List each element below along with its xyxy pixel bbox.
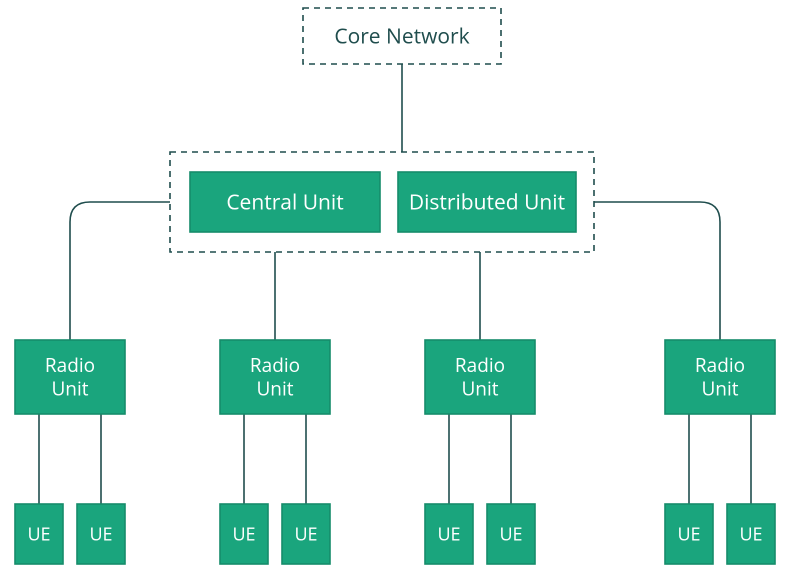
node-label: Central Unit <box>226 188 343 216</box>
node-label: RadioUnit <box>695 352 745 402</box>
node-du: Distributed Unit <box>398 172 576 232</box>
node-label: UE <box>232 522 255 546</box>
node-label: Core Network <box>334 22 469 50</box>
node-ue4b: UE <box>727 504 775 564</box>
node-ue1b: UE <box>77 504 125 564</box>
node-ru3: RadioUnit <box>425 340 535 414</box>
node-label: UE <box>27 522 50 546</box>
node-label: UE <box>437 522 460 546</box>
node-label: UE <box>677 522 700 546</box>
node-ru2: RadioUnit <box>220 340 330 414</box>
node-ue2b: UE <box>282 504 330 564</box>
node-ue4a: UE <box>665 504 713 564</box>
node-label: RadioUnit <box>250 352 300 402</box>
node-label: Distributed Unit <box>409 188 565 216</box>
node-core: Core Network <box>303 8 501 64</box>
node-ru4: RadioUnit <box>665 340 775 414</box>
node-ru1: RadioUnit <box>15 340 125 414</box>
node-ue3a: UE <box>425 504 473 564</box>
node-label: RadioUnit <box>45 352 95 402</box>
network-diagram: Core Network Central Unit Distributed Unit… <box>0 0 800 585</box>
node-label: UE <box>739 522 762 546</box>
node-label: UE <box>499 522 522 546</box>
node-ue1a: UE <box>15 504 63 564</box>
node-ue3b: UE <box>487 504 535 564</box>
node-label: UE <box>89 522 112 546</box>
node-cu: Central Unit <box>190 172 380 232</box>
node-ue2a: UE <box>220 504 268 564</box>
node-label: UE <box>294 522 317 546</box>
node-label: RadioUnit <box>455 352 505 402</box>
